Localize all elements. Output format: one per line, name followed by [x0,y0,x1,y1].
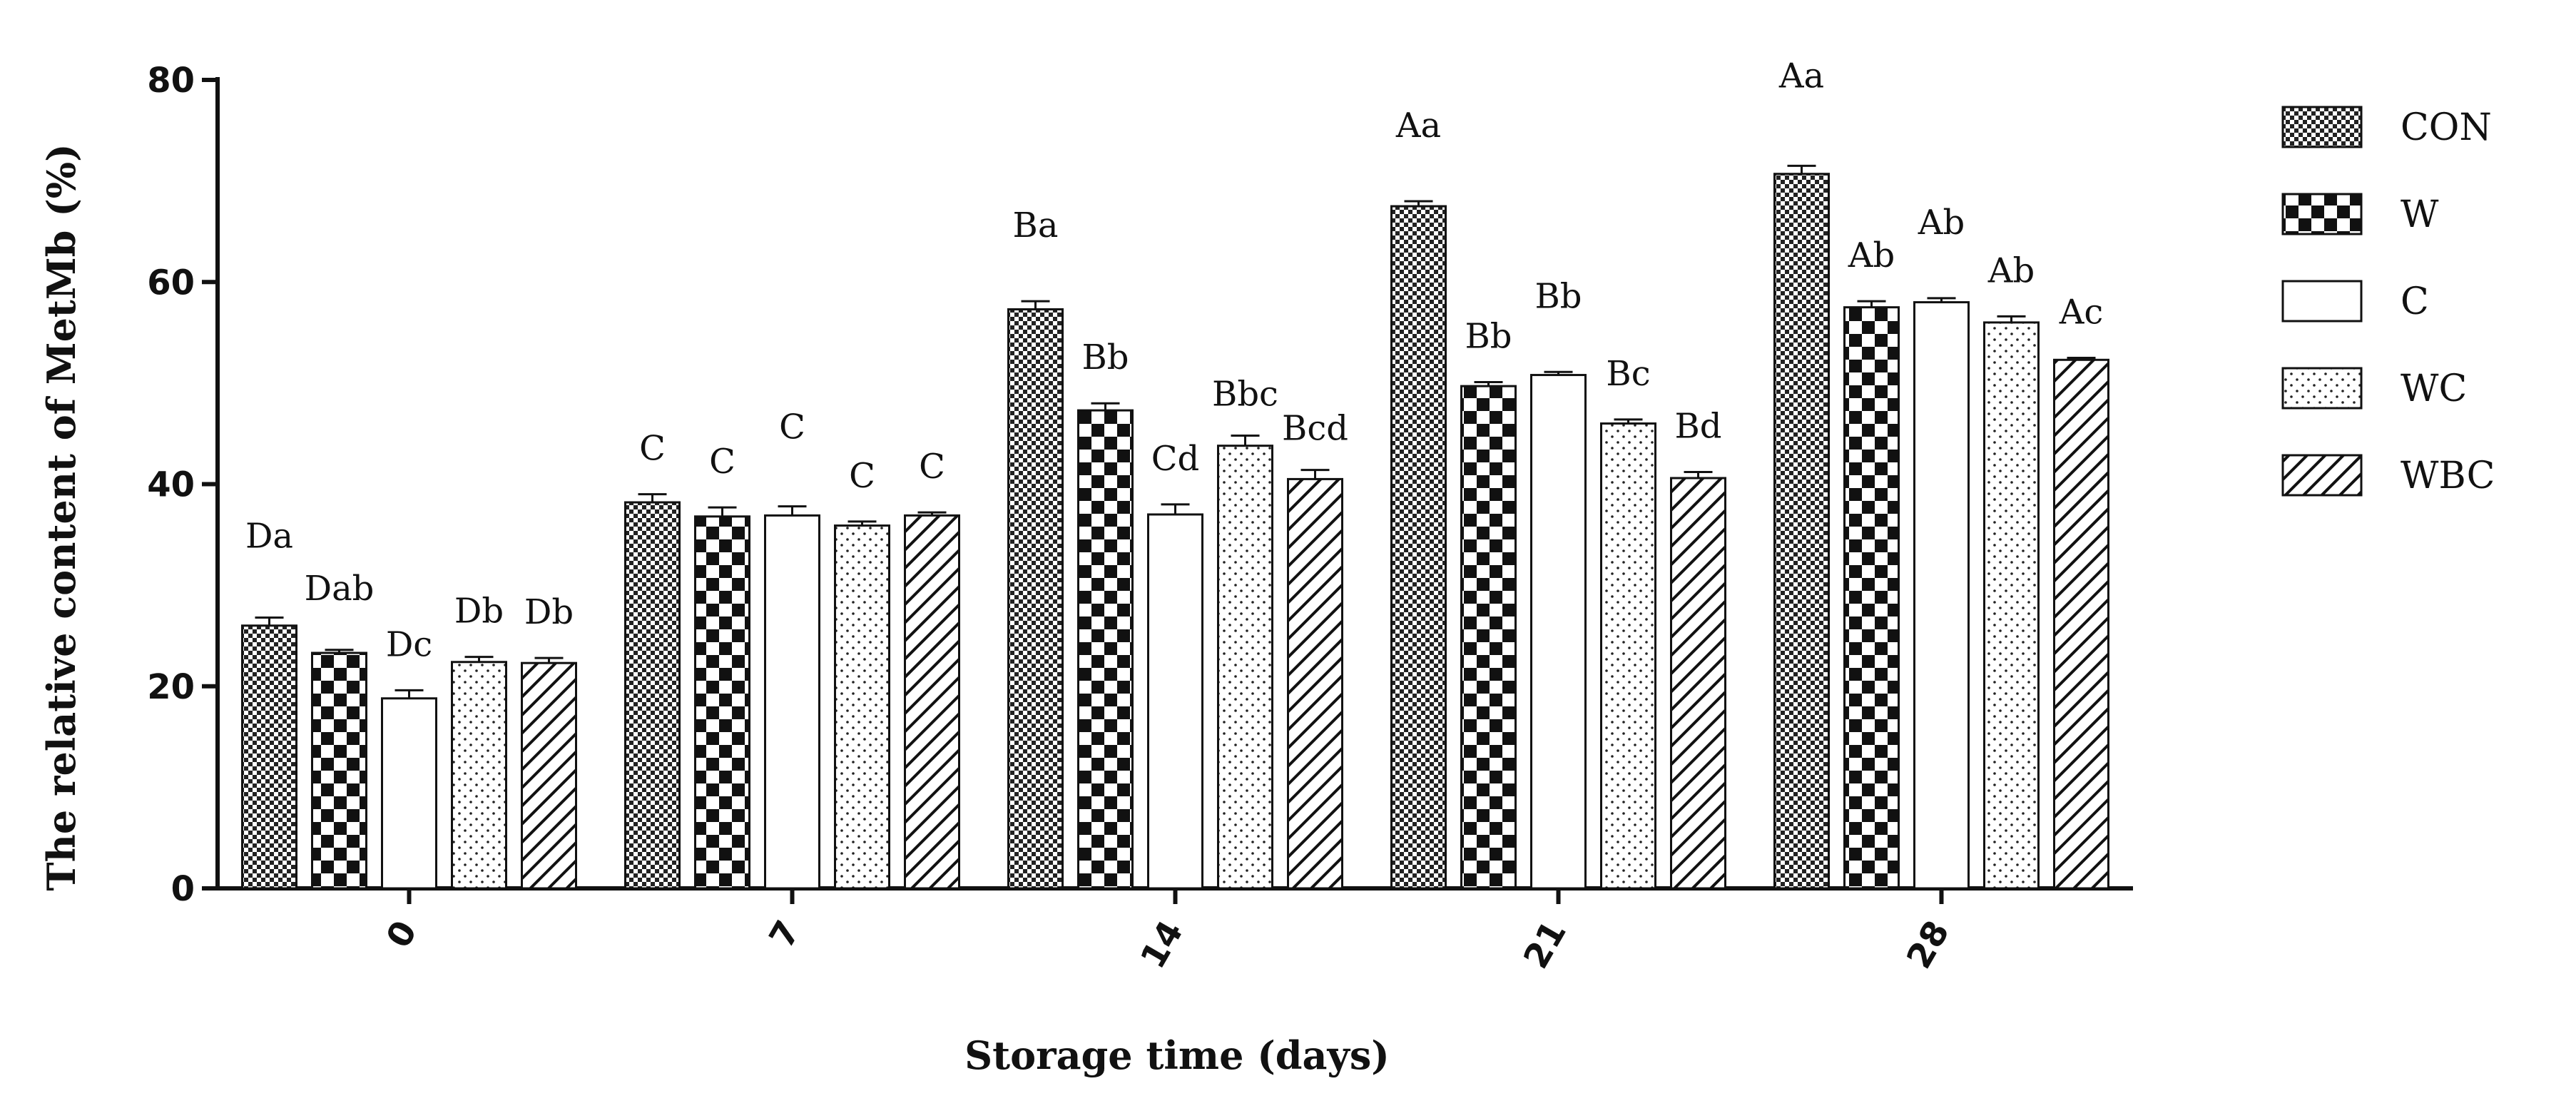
bar-con-day-0 [241,624,297,890]
bar-con-day-28 [1773,173,1830,890]
legend-label-con: CON [2401,106,2492,149]
significance-label: Aa [1395,106,1441,146]
legend-label-w: W [2401,193,2439,236]
legend-swatch-con [2281,106,2363,148]
bar-c-day-0 [381,697,437,890]
significance-label: C [919,447,945,487]
significance-label: Dab [305,569,375,609]
bar-wc-day-21 [1600,422,1656,890]
significance-label: Da [245,516,293,556]
significance-label: Cd [1151,439,1199,479]
legend-label-wc: WC [2401,367,2467,410]
x-tick-label: 28 [1899,914,1958,975]
bar-w-day-28 [1843,306,1900,890]
bar-c-day-7 [764,514,820,890]
bar-wbc-day-0 [521,661,577,890]
significance-label: Ab [1987,250,2035,290]
x-tick-label: 14 [1133,914,1191,975]
bar-w-day-21 [1460,385,1517,890]
bar-con-day-7 [624,501,681,890]
bar-wc-day-7 [834,524,890,890]
significance-label: Bcd [1282,409,1348,449]
legend-swatch-w [2281,193,2363,235]
significance-label: C [849,456,875,496]
y-tick-label: 40 [147,465,195,505]
x-tick-label: 0 [379,914,425,955]
bar-c-day-28 [1913,301,1970,890]
significance-label: Bb [1535,276,1582,316]
significance-label: C [639,429,666,469]
significance-label: Aa [1778,56,1824,96]
significance-label: Ac [2059,292,2104,332]
y-tick-label: 80 [147,61,195,101]
bar-wbc-day-7 [904,514,960,890]
legend-swatch-wbc [2281,454,2363,497]
significance-label: Ab [1918,203,1965,243]
significance-label: Bbc [1212,375,1278,415]
bar-wbc-day-28 [2053,358,2109,890]
significance-label: Ab [1848,235,1895,275]
legend-swatch-wc [2281,367,2363,410]
x-axis-title: Storage time (days) [964,1033,1390,1078]
bar-con-day-21 [1390,205,1447,890]
significance-label: Db [454,592,504,631]
bar-w-day-14 [1077,409,1134,890]
significance-label: C [779,407,805,447]
y-axis-title: The relative content of MetMb (%) [39,143,84,891]
bar-wc-day-28 [1983,321,2040,890]
bar-con-day-14 [1007,308,1064,890]
significance-label: Db [524,592,574,632]
bar-wbc-day-21 [1670,477,1726,890]
significance-label: Bb [1082,338,1129,377]
bar-w-day-0 [311,651,367,890]
significance-label: C [709,442,735,482]
significance-label: Dc [386,624,432,664]
x-tick-label: 21 [1516,914,1574,975]
significance-label: Bd [1675,407,1722,447]
significance-label: Bc [1606,354,1650,394]
legend-label-wbc: WBC [2401,455,2495,497]
bar-wbc-day-14 [1287,477,1343,890]
legend-swatch-c [2281,280,2363,323]
bar-c-day-21 [1530,374,1587,890]
significance-label: Bb [1465,316,1512,356]
y-tick-label: 0 [171,869,195,909]
bar-c-day-14 [1147,513,1203,890]
y-tick-label: 60 [147,263,195,303]
y-axis-title-group: The relative content of MetMb (%) [39,143,84,891]
significance-label: Ba [1013,206,1059,245]
y-tick-label: 20 [147,667,195,707]
legend-label-c: C [2401,280,2429,323]
bar-wc-day-0 [451,661,507,890]
bar-w-day-7 [694,515,750,890]
bar-wc-day-14 [1217,445,1273,890]
x-tick-label: 7 [762,914,808,955]
